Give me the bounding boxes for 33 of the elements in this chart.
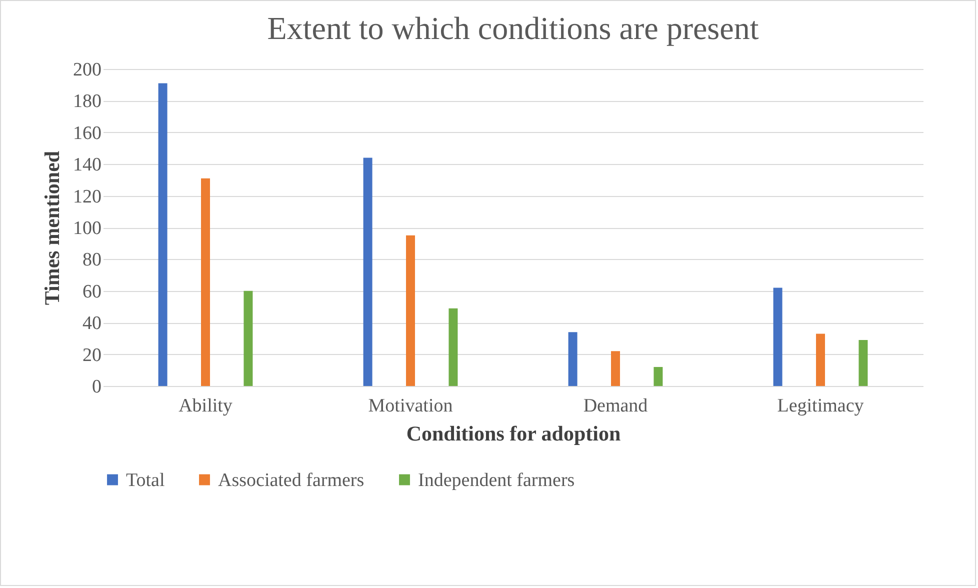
bar: [244, 290, 253, 386]
x-tick-label: Ability: [178, 396, 233, 416]
bar: [158, 83, 168, 386]
y-tick-label: 180: [73, 91, 102, 112]
bar: [448, 308, 458, 386]
legend-label: Associated farmers: [218, 470, 364, 491]
bar: [406, 235, 415, 386]
bar: [858, 340, 868, 386]
x-tick-label: Demand: [583, 396, 648, 416]
legend-label: Independent farmers: [418, 470, 575, 491]
y-tick-label: 20: [82, 344, 102, 366]
x-axis-title: Conditions for adoption: [406, 422, 621, 446]
y-tick-label: 40: [82, 313, 102, 334]
y-tick-label: 200: [73, 60, 102, 80]
bar: [568, 332, 578, 386]
y-tick-label: 80: [82, 250, 102, 271]
y-tick-label: 160: [73, 122, 102, 144]
y-tick-label: 140: [73, 154, 102, 176]
bar: [363, 158, 372, 386]
y-tick-label: 100: [73, 218, 102, 239]
y-tick-label: 60: [82, 281, 102, 302]
x-tick-label: Legitimacy: [777, 396, 864, 416]
bar: [773, 288, 782, 386]
y-tick-label: 0: [92, 376, 102, 398]
legend-label: Total: [126, 470, 165, 491]
bar: [816, 334, 825, 386]
y-axis-title: Times mentioned: [40, 150, 64, 306]
bar: [201, 178, 210, 386]
bar: [654, 366, 663, 386]
bar: [611, 351, 620, 386]
chart-title: Extent to which conditions are present: [267, 10, 759, 46]
y-tick-label: 120: [73, 186, 102, 208]
x-tick-label: Motivation: [368, 396, 454, 416]
